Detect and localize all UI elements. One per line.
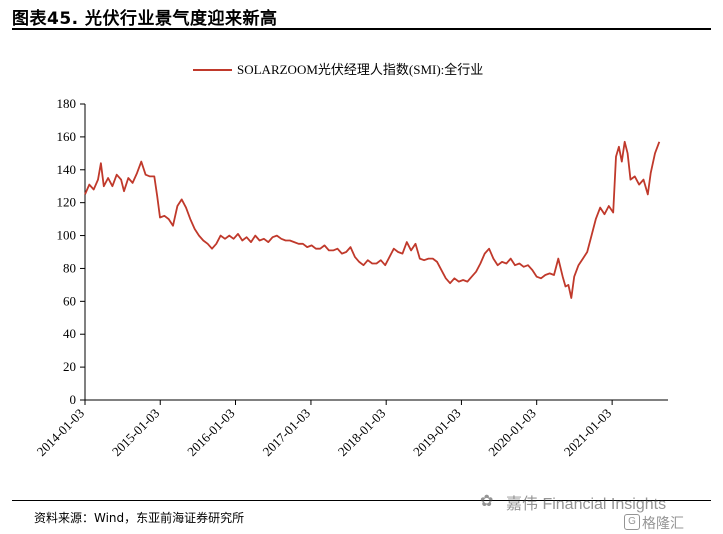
y-tick-label: 20	[63, 359, 76, 374]
chart-legend: SOLARZOOM光伏经理人指数(SMI):全行业	[193, 62, 483, 77]
top-rule	[12, 28, 711, 30]
watermark-text: 嘉伟 Financial Insights	[506, 496, 667, 513]
legend-label-smi: SOLARZOOM光伏经理人指数(SMI):全行业	[237, 62, 483, 77]
x-tick-label: 2016-01-03	[184, 406, 238, 460]
y-tick-label: 0	[70, 392, 77, 407]
y-tick-label: 100	[57, 228, 77, 243]
x-tick-label: 2015-01-03	[109, 406, 163, 460]
source-note: 资料来源：Wind，东亚前海证券研究所	[34, 511, 245, 525]
line-chart: SOLARZOOM光伏经理人指数(SMI):全行业 0 20 40 60 80 100 12…	[34, 62, 668, 459]
chart-axes: 0 20 40 60 80 100 120 140 160 180 2014-01-03 2015-0…	[34, 96, 668, 459]
series-line-smi	[84, 140, 661, 299]
y-tick-label: 80	[63, 260, 76, 275]
plot-area	[84, 140, 661, 299]
y-tick-label: 160	[57, 129, 77, 144]
x-tick-label: 2018-01-03	[335, 406, 389, 460]
watermark-text-2: 格隆汇	[642, 515, 684, 531]
wechat-icon: ✿	[480, 493, 494, 510]
x-tick-label: 2014-01-03	[34, 406, 88, 460]
glh-logo-icon: G	[624, 514, 640, 530]
y-tick-label: 140	[57, 162, 77, 177]
x-tick-label: 2021-01-03	[561, 406, 615, 460]
watermark: ✿ 嘉伟 Financial Insights G 格隆汇	[480, 490, 720, 534]
x-tick-label: 2017-01-03	[260, 406, 314, 460]
x-tick-label: 2020-01-03	[485, 406, 539, 460]
x-tick-label: 2019-01-03	[410, 406, 464, 460]
y-tick-label: 60	[63, 293, 76, 308]
figure-title: 图表45. 光伏行业景气度迎来新高	[12, 9, 278, 29]
y-tick-label: 40	[63, 326, 76, 341]
bottom-rule	[12, 500, 711, 501]
y-tick-label: 120	[57, 195, 77, 210]
y-tick-label: 180	[57, 96, 77, 111]
